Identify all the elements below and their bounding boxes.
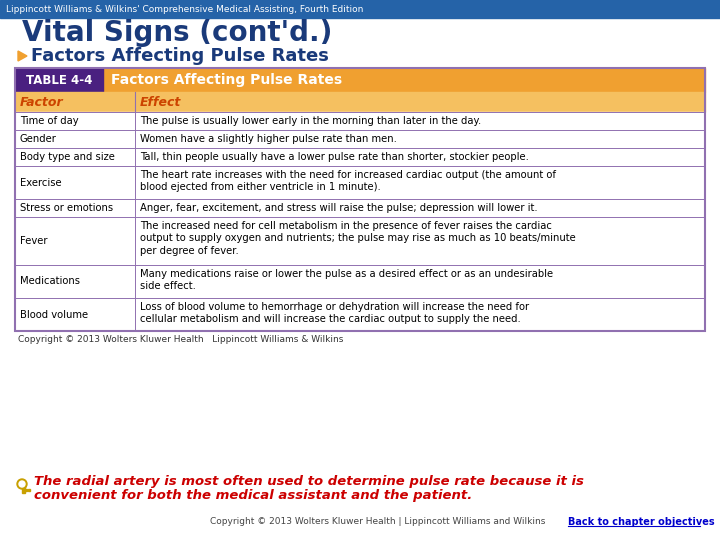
Bar bbox=[15, 199, 705, 217]
Circle shape bbox=[19, 481, 25, 487]
Text: Lippincott Williams & Wilkins' Comprehensive Medical Assisting, Fourth Edition: Lippincott Williams & Wilkins' Comprehen… bbox=[6, 4, 364, 14]
Text: Medications: Medications bbox=[20, 276, 80, 287]
Bar bbox=[15, 166, 705, 199]
Bar bbox=[28, 489, 30, 491]
Text: Loss of blood volume to hemorrhage or dehydration will increase the need for
cel: Loss of blood volume to hemorrhage or de… bbox=[140, 302, 529, 325]
Text: The radial artery is most often used to determine pulse rate because it is: The radial artery is most often used to … bbox=[34, 476, 584, 489]
Text: The increased need for cell metabolism in the presence of fever raises the cardi: The increased need for cell metabolism i… bbox=[140, 221, 576, 256]
Bar bbox=[25, 489, 27, 491]
Text: The pulse is usually lower early in the morning than later in the day.: The pulse is usually lower early in the … bbox=[140, 116, 481, 126]
Text: The heart rate increases with the need for increased cardiac output (the amount : The heart rate increases with the need f… bbox=[140, 170, 556, 192]
Text: Anger, fear, excitement, and stress will raise the pulse; depression will lower : Anger, fear, excitement, and stress will… bbox=[140, 203, 538, 213]
Bar bbox=[15, 265, 705, 298]
Text: Vital Signs (cont'd.): Vital Signs (cont'd.) bbox=[22, 19, 333, 47]
Polygon shape bbox=[18, 51, 27, 61]
Text: TABLE 4-4: TABLE 4-4 bbox=[26, 73, 92, 86]
Text: Women have a slightly higher pulse rate than men.: Women have a slightly higher pulse rate … bbox=[140, 134, 397, 144]
Text: Back to chapter objectives: Back to chapter objectives bbox=[568, 517, 715, 527]
Text: Copyright © 2013 Wolters Kluwer Health   Lippincott Williams & Wilkins: Copyright © 2013 Wolters Kluwer Health L… bbox=[18, 334, 343, 343]
Bar bbox=[15, 148, 705, 166]
Text: Stress or emotions: Stress or emotions bbox=[20, 203, 113, 213]
Text: Many medications raise or lower the pulse as a desired effect or as an undesirab: Many medications raise or lower the puls… bbox=[140, 269, 553, 292]
Bar bbox=[15, 68, 705, 331]
Text: Fever: Fever bbox=[20, 236, 48, 246]
Bar bbox=[15, 68, 705, 92]
Bar bbox=[15, 68, 103, 92]
Text: Tall, thin people usually have a lower pulse rate than shorter, stockier people.: Tall, thin people usually have a lower p… bbox=[140, 152, 529, 162]
Text: convenient for both the medical assistant and the patient.: convenient for both the medical assistan… bbox=[34, 489, 472, 502]
Text: Blood volume: Blood volume bbox=[20, 309, 88, 320]
Bar bbox=[15, 92, 705, 112]
Text: Factor: Factor bbox=[20, 96, 63, 109]
Text: Gender: Gender bbox=[20, 134, 57, 144]
Text: Time of day: Time of day bbox=[20, 116, 78, 126]
Bar bbox=[15, 298, 705, 331]
Bar bbox=[15, 130, 705, 148]
Bar bbox=[15, 112, 705, 130]
Text: Factors Affecting Pulse Rates: Factors Affecting Pulse Rates bbox=[111, 73, 342, 87]
Circle shape bbox=[17, 479, 27, 489]
Text: Effect: Effect bbox=[140, 96, 181, 109]
Text: Body type and size: Body type and size bbox=[20, 152, 115, 162]
Bar bbox=[22, 485, 25, 493]
Text: Copyright © 2013 Wolters Kluwer Health | Lippincott Williams and Wilkins: Copyright © 2013 Wolters Kluwer Health |… bbox=[210, 517, 545, 526]
Bar bbox=[15, 217, 705, 265]
Text: Exercise: Exercise bbox=[20, 178, 62, 187]
Text: Factors Affecting Pulse Rates: Factors Affecting Pulse Rates bbox=[31, 47, 329, 65]
Bar bbox=[0, 0, 720, 18]
